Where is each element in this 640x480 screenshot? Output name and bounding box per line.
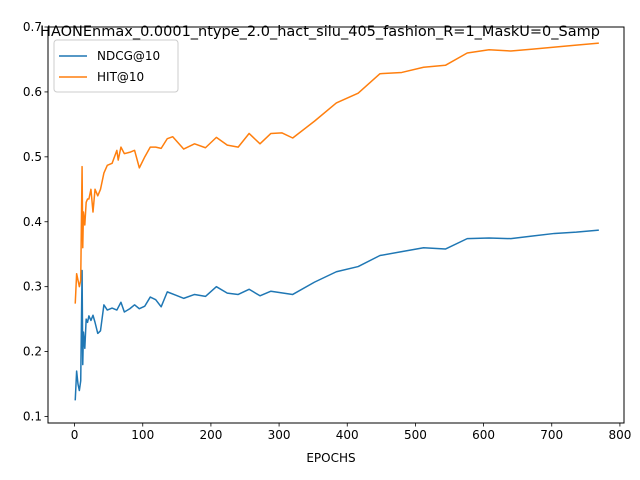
x-tick-label: 500: [404, 428, 427, 442]
legend-box: [53, 39, 179, 93]
x-tick-label: 700: [540, 428, 563, 442]
plot-frame: [47, 26, 625, 424]
x-tick-label: 100: [131, 428, 154, 442]
y-tick-label: 0.7: [23, 20, 42, 34]
y-tick-label: 0.4: [23, 215, 42, 229]
y-axis: 0.1 0.2 0.3 0.4 0.5 0.6 0.7: [23, 20, 48, 424]
x-tick-label: 300: [268, 428, 291, 442]
legend: NDCG@10 HIT@10: [53, 39, 179, 93]
x-tick-label: 0: [71, 428, 79, 442]
x-tick-label: 800: [608, 428, 631, 442]
x-tick-label: 400: [336, 428, 359, 442]
legend-label: HIT@10: [97, 70, 144, 84]
y-tick-label: 0.1: [23, 410, 42, 424]
x-axis-label: EPOCHS: [306, 451, 355, 465]
series-line-ndcg-10: [74, 229, 599, 401]
y-tick-label: 0.6: [23, 85, 42, 99]
x-tick-label: 600: [472, 428, 495, 442]
chart-title: HAONEnmax_0.0001_ntype_2.0_hact_silu_405…: [40, 24, 600, 40]
y-tick-label: 0.5: [23, 150, 42, 164]
x-axis: 0 100 200 300 400 500 600 700 800: [71, 423, 631, 442]
series-line-hit-10: [74, 42, 599, 304]
legend-label: NDCG@10: [97, 49, 160, 63]
y-tick-label: 0.3: [23, 280, 42, 294]
y-tick-label: 0.2: [23, 345, 42, 359]
x-tick-label: 200: [199, 428, 222, 442]
